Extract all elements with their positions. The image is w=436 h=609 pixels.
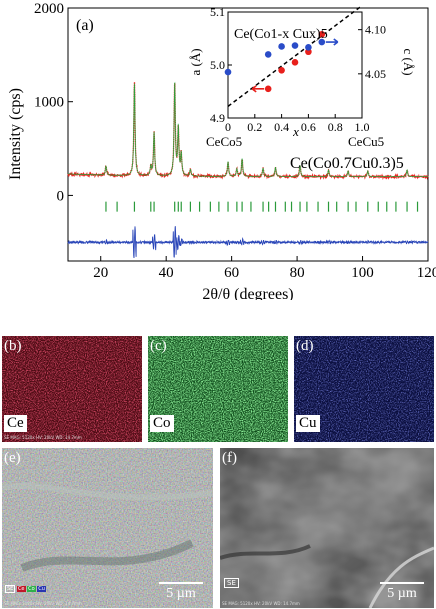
- co-map-image: [148, 336, 288, 442]
- xrd-x-tick-label: 40: [159, 265, 174, 281]
- inset-y-tick-label: 4.9: [210, 111, 225, 125]
- legend-ce: Ce: [16, 586, 26, 592]
- legend-se: SE: [5, 585, 16, 593]
- overlay-map-label: (e): [4, 450, 21, 466]
- inset-y-right-tick-label: 4.10: [365, 23, 386, 37]
- xrd-chart: 20 40 60 80 100 120 0 1000 2000 (a) Ce(Co0.7Cu0.…: [7, 1, 436, 300]
- legend-cu: Cu: [37, 586, 46, 592]
- legend-co: Co: [27, 586, 36, 592]
- inset-x-tick-label: 0.6: [301, 120, 316, 134]
- inset-end-label-left: CeCo5: [206, 134, 242, 149]
- inset-x-axis-label: x: [292, 124, 299, 139]
- co-map-label: (c): [150, 338, 167, 354]
- xrd-annotation: Ce(Co0.7Cu0.3)5: [290, 155, 404, 172]
- inset-x-tick-label: 0.4: [274, 120, 289, 134]
- se-scalebar-text: 5 µm: [387, 586, 417, 601]
- inset-a-point: [291, 59, 299, 66]
- inset-a-axis-arrow: [251, 85, 265, 93]
- inset-c-point: [278, 43, 285, 50]
- inset-a-point: [318, 30, 326, 38]
- inset-x-tick-label: 0.8: [328, 120, 343, 134]
- inset-left-axis-label: a (Å): [188, 48, 203, 75]
- xrd-x-axis-label: 2θ/θ (degrees): [202, 286, 293, 300]
- inset-x-tick-label: 1.0: [355, 120, 370, 134]
- overlay-map-info: SE MAG: 5120x HV: 20kV WD: 14.7mm: [4, 601, 82, 606]
- panel-ce-map: (b) Ce SE MAG: 5120x HV: 20kV WD: 14.7mm: [2, 336, 142, 442]
- inset-y-tick-label: 5.1: [210, 5, 225, 19]
- inset-end-label-right: CeCu5: [348, 134, 384, 149]
- se-scalebar: [380, 582, 424, 584]
- inset-a-point: [278, 67, 285, 74]
- inset-y-right-tick-label: 4.05: [365, 67, 386, 81]
- inset-c-point: [264, 51, 272, 58]
- inset-right-axis-label: c (Å): [401, 48, 416, 75]
- panel-cu-map: (d) Cu: [294, 336, 434, 442]
- inset-y-tick-label: 5.0: [210, 58, 225, 72]
- ce-element-label: Ce: [4, 415, 27, 432]
- panel-se-image: (f) SE 5 µm SE MAG: 5120x HV: 20kV WD: 1…: [220, 448, 434, 608]
- inset-title: Ce(Co1-x Cux)5: [234, 27, 328, 42]
- overlay-scalebar-text: 5 µm: [166, 586, 196, 601]
- co-element-label: Co: [150, 415, 174, 432]
- xrd-y-axis-label: Intensity (cps): [7, 88, 24, 180]
- xrd-y-tick-label: 2000: [34, 1, 64, 17]
- overlay-legend: SE Ce Co Cu: [5, 585, 46, 593]
- inset-c-point: [291, 42, 299, 49]
- inset-c-point: [305, 44, 312, 51]
- xrd-x-tick-label: 80: [290, 265, 305, 281]
- ce-map-info: SE MAG: 5120x HV: 20kV WD: 14.7mm: [4, 435, 82, 440]
- se-image-info: SE MAG: 5120x HV: 20kV WD: 14.7mm: [222, 601, 300, 606]
- xrd-x-tick-label: 20: [93, 265, 108, 281]
- cu-element-label: Cu: [296, 415, 320, 432]
- xrd-x-tick-label: 100: [351, 265, 374, 281]
- overlay-map-image: [2, 448, 213, 608]
- inset-c-axis-arrow: [325, 38, 339, 46]
- xrd-x-tick-label: 120: [417, 265, 436, 281]
- se-image: [220, 448, 434, 608]
- xrd-panel-label: (a): [76, 17, 94, 34]
- cu-map-image: [294, 336, 434, 442]
- xrd-plot-frame: [67, 7, 429, 262]
- se-mode-tag: SE: [224, 578, 239, 588]
- se-image-label: (f): [222, 450, 237, 466]
- overlay-scalebar: [159, 582, 203, 584]
- panel-overlay-map: (e) SE Ce Co Cu 5 µm SE MAG: 5120x HV: 2…: [2, 448, 213, 608]
- inset-c-point: [224, 68, 232, 76]
- panel-co-map: (c) Co: [148, 336, 288, 442]
- ce-map-image: [2, 336, 142, 442]
- ce-map-label: (b): [4, 338, 22, 354]
- cu-map-label: (d): [296, 338, 314, 354]
- inset-a-point: [264, 85, 272, 93]
- inset-c-point: [318, 38, 326, 46]
- xrd-difference-series: [67, 226, 429, 259]
- inset-x-tick-label: 0: [225, 120, 231, 134]
- xrd-y-tick-label: 1000: [34, 95, 64, 111]
- xrd-calculated-series: [68, 81, 428, 177]
- xrd-x-tick-label: 60: [224, 265, 239, 281]
- inset-x-tick-label: 0.2: [247, 120, 262, 134]
- xrd-y-tick-label: 0: [57, 188, 65, 204]
